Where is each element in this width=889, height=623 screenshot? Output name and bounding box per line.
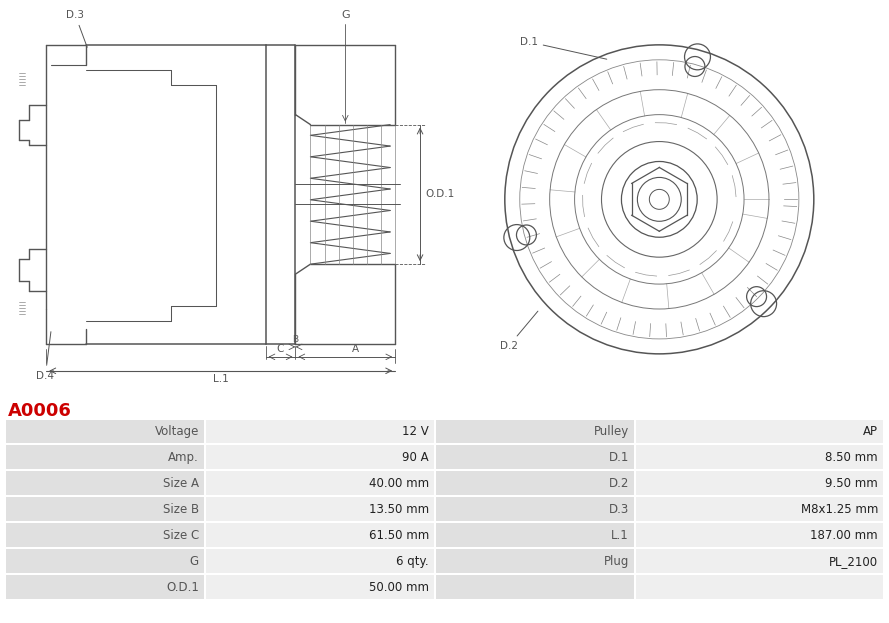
Bar — [6, 497, 204, 521]
Bar — [636, 575, 883, 599]
Text: D.1: D.1 — [520, 37, 607, 59]
Text: 9.50 mm: 9.50 mm — [825, 477, 878, 490]
Bar — [6, 549, 204, 573]
Text: 8.50 mm: 8.50 mm — [825, 451, 878, 464]
Text: AP: AP — [863, 425, 878, 438]
Text: 90 A: 90 A — [403, 451, 429, 464]
Bar — [6, 419, 204, 444]
Bar — [436, 445, 634, 469]
Bar — [6, 575, 204, 599]
Text: 6 qty.: 6 qty. — [396, 554, 429, 568]
Bar — [206, 419, 434, 444]
Text: L.1: L.1 — [612, 529, 629, 542]
Text: C: C — [276, 344, 284, 354]
Text: Amp.: Amp. — [168, 451, 199, 464]
Bar — [636, 497, 883, 521]
Bar — [436, 419, 634, 444]
Bar — [6, 472, 204, 495]
Bar — [636, 419, 883, 444]
Bar — [636, 472, 883, 495]
Text: D.4: D.4 — [36, 331, 54, 381]
Bar — [436, 549, 634, 573]
Bar — [206, 497, 434, 521]
Bar — [206, 549, 434, 573]
Text: Voltage: Voltage — [155, 425, 199, 438]
Text: 187.00 mm: 187.00 mm — [811, 529, 878, 542]
Bar — [436, 575, 634, 599]
Text: A0006: A0006 — [8, 402, 72, 419]
Text: G: G — [190, 554, 199, 568]
Bar — [436, 472, 634, 495]
Bar — [206, 523, 434, 547]
Bar — [436, 497, 634, 521]
Bar — [436, 523, 634, 547]
Text: D.2: D.2 — [609, 477, 629, 490]
Text: Pulley: Pulley — [594, 425, 629, 438]
Text: O.D.1: O.D.1 — [425, 189, 454, 199]
Text: Size C: Size C — [163, 529, 199, 542]
Text: B: B — [292, 335, 299, 344]
Text: G: G — [341, 10, 349, 20]
Bar — [6, 523, 204, 547]
Text: Plug: Plug — [604, 554, 629, 568]
Bar — [636, 549, 883, 573]
Text: L.1: L.1 — [212, 374, 228, 384]
Bar — [206, 472, 434, 495]
Text: 40.00 mm: 40.00 mm — [369, 477, 429, 490]
Text: M8x1.25 mm: M8x1.25 mm — [801, 503, 878, 516]
Text: Size B: Size B — [163, 503, 199, 516]
Bar — [6, 445, 204, 469]
Bar — [636, 523, 883, 547]
Text: D.1: D.1 — [609, 451, 629, 464]
Text: 13.50 mm: 13.50 mm — [369, 503, 429, 516]
Text: O.D.1: O.D.1 — [166, 581, 199, 594]
Text: Size A: Size A — [163, 477, 199, 490]
Bar — [636, 445, 883, 469]
Text: PL_2100: PL_2100 — [829, 554, 878, 568]
Bar — [206, 575, 434, 599]
Text: D.3: D.3 — [609, 503, 629, 516]
Text: A: A — [352, 344, 359, 354]
Bar — [206, 445, 434, 469]
Text: 61.50 mm: 61.50 mm — [369, 529, 429, 542]
Text: D.3: D.3 — [66, 10, 87, 47]
Text: 12 V: 12 V — [402, 425, 429, 438]
Text: 50.00 mm: 50.00 mm — [369, 581, 429, 594]
Text: D.2: D.2 — [500, 311, 538, 351]
